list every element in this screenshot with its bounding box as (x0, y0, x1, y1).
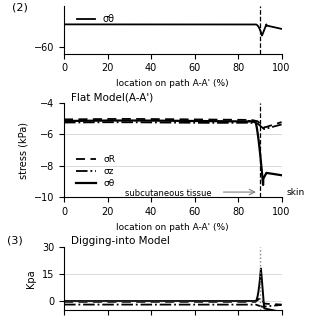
Text: (3): (3) (7, 235, 23, 245)
Text: Flat Model(A-A'): Flat Model(A-A') (70, 92, 153, 102)
Text: subcutaneous tissue: subcutaneous tissue (125, 188, 212, 197)
Y-axis label: Kpa: Kpa (26, 269, 36, 288)
Y-axis label: stress (kPa): stress (kPa) (18, 122, 28, 179)
Text: (2): (2) (12, 3, 28, 12)
Text: Digging-into Model: Digging-into Model (70, 236, 169, 246)
X-axis label: location on path A-A' (%): location on path A-A' (%) (116, 79, 229, 88)
X-axis label: location on path A-A' (%): location on path A-A' (%) (116, 222, 229, 232)
Text: skin: skin (286, 188, 305, 196)
Legend: σR, σz, σθ: σR, σz, σθ (73, 151, 119, 192)
Legend: σθ: σθ (73, 10, 118, 28)
